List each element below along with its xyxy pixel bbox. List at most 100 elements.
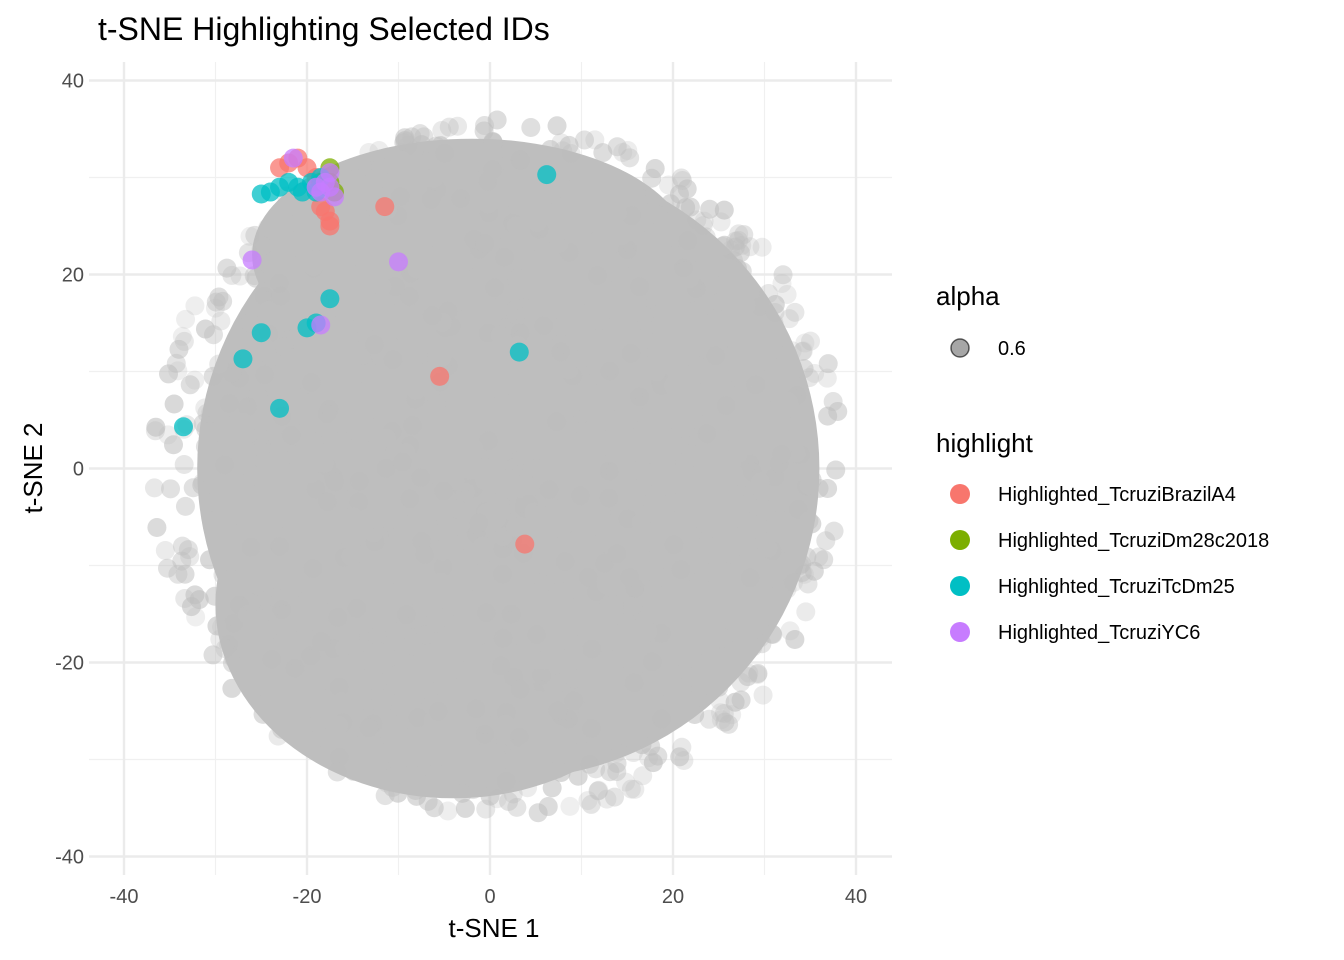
background-point [708, 398, 728, 418]
background-point [648, 331, 668, 351]
background-point [607, 762, 627, 782]
background-point [677, 242, 697, 262]
background-point [686, 447, 706, 467]
background-point [301, 373, 321, 393]
background-point [451, 189, 471, 209]
background-point [717, 277, 737, 297]
background-point [607, 137, 627, 157]
background-point [518, 634, 538, 654]
background-point [224, 613, 244, 633]
background-point [172, 326, 192, 346]
background-point [209, 287, 229, 307]
background-point [470, 474, 490, 494]
background-point [551, 468, 571, 488]
background-point [652, 709, 672, 729]
background-point [412, 679, 432, 699]
background-point [738, 516, 758, 536]
legend-alpha-label: 0.6 [998, 338, 1026, 360]
background-point [262, 649, 282, 669]
background-point [477, 502, 497, 522]
background-point [477, 528, 497, 548]
background-point [437, 607, 457, 627]
background-point [701, 641, 721, 661]
background-point [715, 712, 735, 732]
background-point [395, 561, 415, 581]
background-point [774, 453, 794, 473]
background-point [534, 316, 554, 336]
background-point [477, 158, 497, 178]
background-point [304, 432, 324, 452]
background-point [362, 441, 382, 461]
background-point [244, 266, 264, 286]
background-point [588, 781, 608, 801]
background-point [336, 615, 356, 635]
highlight-point [375, 197, 395, 217]
highlight-point [173, 417, 193, 437]
background-point [293, 672, 313, 692]
background-point [243, 549, 263, 569]
background-point [554, 602, 574, 622]
background-point [694, 563, 714, 583]
background-point [618, 555, 638, 575]
background-point [351, 676, 371, 696]
background-point [600, 455, 620, 475]
background-point [354, 410, 374, 430]
background-point [317, 404, 337, 424]
background-point [207, 616, 227, 636]
background-point [577, 711, 597, 731]
background-point [707, 293, 727, 313]
background-point [719, 640, 739, 660]
background-point [283, 329, 303, 349]
background-point [527, 476, 547, 496]
background-point [414, 127, 434, 147]
background-point [534, 555, 554, 575]
background-point [296, 574, 316, 594]
background-point [407, 259, 427, 279]
highlight-series [173, 148, 557, 554]
background-point [213, 552, 233, 572]
background-point [503, 784, 523, 804]
background-point [731, 557, 751, 577]
background-point [429, 675, 449, 695]
background-point [585, 542, 605, 562]
background-point [530, 504, 550, 524]
background-point [409, 356, 429, 376]
background-point [476, 365, 496, 385]
background-point [752, 634, 772, 654]
background-point [213, 412, 233, 432]
background-point [304, 257, 324, 277]
background-point [645, 462, 665, 482]
background-point [323, 639, 343, 659]
background-point [538, 178, 558, 198]
background-point [404, 140, 424, 160]
background-point [272, 719, 292, 739]
background-point [767, 489, 787, 509]
background-point [342, 319, 362, 339]
background-point [547, 412, 567, 432]
background-point [632, 365, 652, 385]
background-point [688, 356, 708, 376]
background-point [386, 233, 406, 253]
background-point [634, 305, 654, 325]
background-point [258, 218, 278, 238]
background-point [325, 485, 345, 505]
background-point [600, 762, 620, 782]
background-point [238, 605, 258, 625]
background-point [776, 466, 796, 486]
background-point [711, 212, 731, 232]
background-point [422, 753, 442, 773]
background-point [729, 224, 749, 244]
background-point [475, 234, 495, 254]
background-point [197, 403, 217, 423]
background-point [466, 761, 486, 781]
background-point [802, 470, 822, 490]
background-point [809, 478, 829, 498]
background-point [260, 363, 280, 383]
background-point [261, 348, 281, 368]
background-point [792, 341, 812, 361]
background-point [533, 366, 553, 386]
background-point [636, 348, 656, 368]
background-point [353, 345, 373, 365]
background-point [346, 169, 366, 189]
background-point [175, 496, 195, 516]
